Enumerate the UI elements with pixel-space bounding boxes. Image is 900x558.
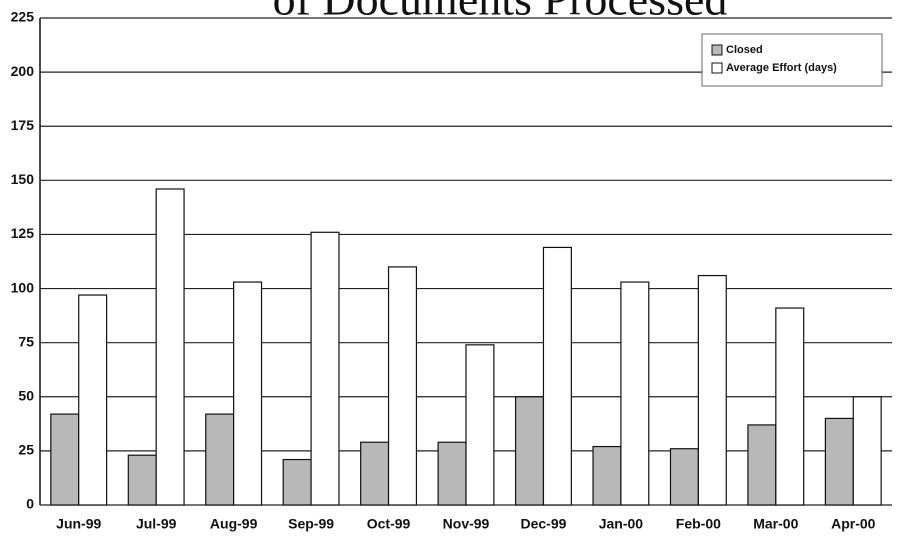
legend-swatch xyxy=(711,44,723,56)
x-tick-label: Mar-00 xyxy=(753,516,798,532)
bar xyxy=(310,231,340,506)
bar xyxy=(127,454,157,506)
bar xyxy=(360,441,390,506)
bar xyxy=(282,458,312,506)
legend-label: Average Effort (days) xyxy=(726,62,837,74)
bar xyxy=(78,294,108,506)
x-tick-label: Jun-99 xyxy=(56,516,101,532)
y-tick-label: 100 xyxy=(11,279,35,295)
bar xyxy=(233,281,263,506)
bar xyxy=(542,246,572,506)
chart-title: of Documents Processed xyxy=(273,0,728,25)
bar xyxy=(387,266,418,506)
x-tick-label: Oct-99 xyxy=(367,516,411,532)
bar xyxy=(852,396,882,506)
y-tick-label: 150 xyxy=(11,171,35,187)
y-tick-label: 25 xyxy=(18,442,34,458)
bar xyxy=(697,274,727,506)
bar xyxy=(514,396,545,506)
x-tick-label: Jul-99 xyxy=(136,516,177,532)
bar xyxy=(620,281,650,506)
bar xyxy=(669,448,699,506)
bar xyxy=(437,441,467,506)
x-tick-label: Sep-99 xyxy=(288,516,334,532)
x-tick-label: Jan-00 xyxy=(599,516,644,532)
y-tick-label: 50 xyxy=(18,387,34,403)
bar xyxy=(592,445,622,506)
y-tick-label: 125 xyxy=(11,225,35,241)
y-tick-label: 225 xyxy=(11,9,35,25)
legend-box xyxy=(701,33,883,87)
x-tick-label: Dec-99 xyxy=(520,516,566,532)
bar xyxy=(775,307,805,506)
y-tick-label: 175 xyxy=(11,117,35,133)
x-tick-label: Aug-99 xyxy=(210,516,258,532)
x-tick-label: Nov-99 xyxy=(443,516,490,532)
bar xyxy=(465,344,495,506)
bar xyxy=(50,413,80,506)
bar xyxy=(824,417,854,506)
bar xyxy=(205,413,235,506)
x-tick-label: Feb-00 xyxy=(676,516,721,532)
bar xyxy=(747,424,777,506)
legend-swatch xyxy=(711,62,723,74)
x-tick-label: Apr-00 xyxy=(831,516,876,532)
y-tick-label: 0 xyxy=(26,496,34,512)
y-tick-label: 75 xyxy=(18,333,34,349)
y-tick-label: 200 xyxy=(11,63,35,79)
legend-label: Closed xyxy=(726,44,763,56)
bar xyxy=(155,188,185,506)
